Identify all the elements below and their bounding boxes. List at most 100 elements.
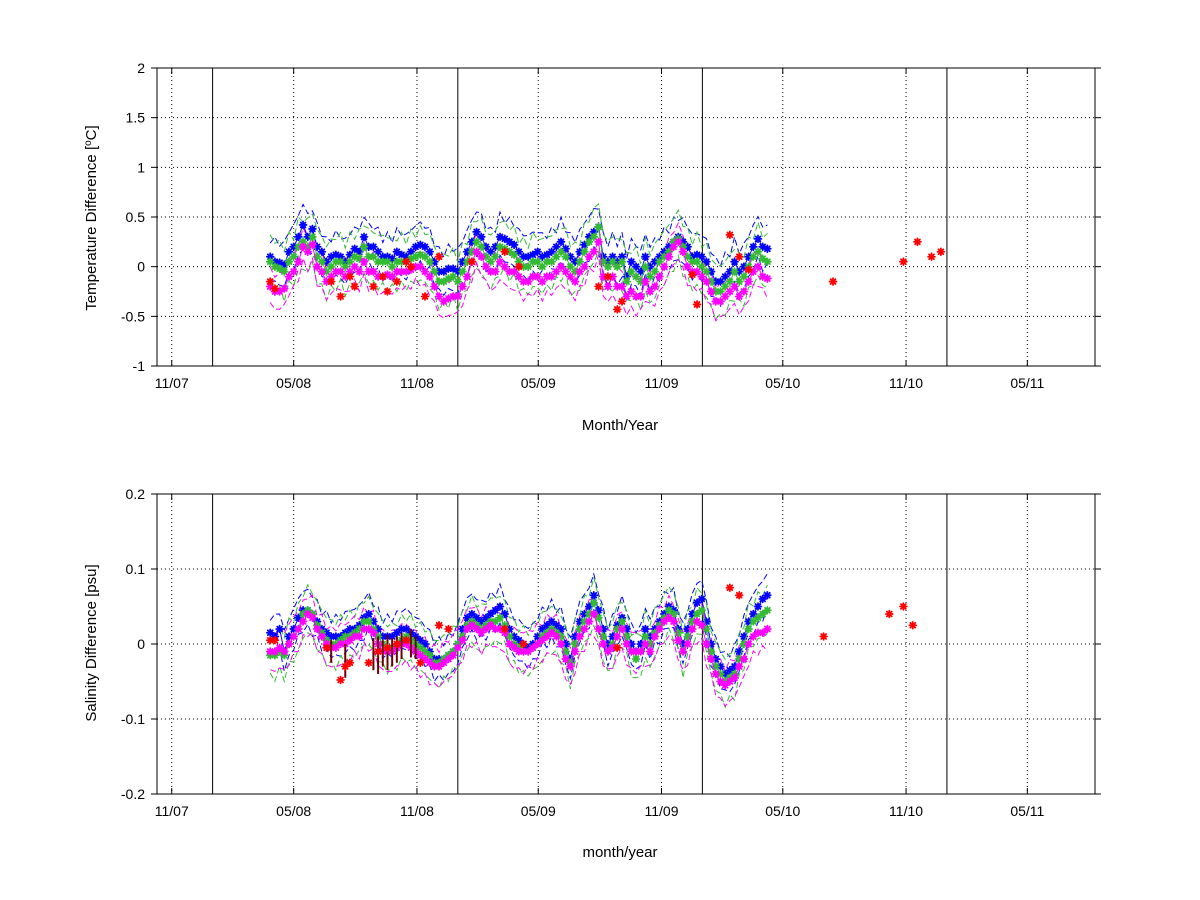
salinity-series-point — [481, 624, 491, 634]
temperature-series-point-stroke — [670, 238, 677, 246]
salinity-series-point-stroke — [309, 614, 316, 622]
salinity-series-point — [603, 647, 613, 656]
salinity-series-point — [566, 662, 575, 671]
temperature-series-point-stroke — [698, 273, 706, 280]
temperature-series-point — [641, 262, 650, 271]
temperature-series-point-stroke — [487, 248, 494, 256]
salinity-series-point-stroke — [749, 610, 757, 618]
temperature-red-point — [594, 282, 603, 291]
temperature-series-point-stroke — [707, 288, 715, 295]
salinity-series-point-stroke — [684, 633, 691, 640]
temperature-red-point — [392, 277, 402, 286]
temperature-series-point — [664, 252, 674, 262]
temperature-series-point — [584, 252, 594, 262]
temperature-series-point — [683, 242, 692, 252]
temperature-red-point-stroke — [693, 301, 701, 308]
temperature-red-point — [734, 252, 744, 262]
temperature-series-point-stroke — [660, 248, 668, 256]
temperature-series-point — [359, 257, 369, 267]
temperature-red-point — [603, 272, 613, 281]
temperature-series-point-stroke — [412, 263, 419, 270]
temperature-series-point-stroke — [567, 263, 574, 270]
temperature-series-point-stroke — [665, 248, 673, 256]
temperature-series-point-stroke — [463, 258, 471, 266]
temperature-series-point-stroke — [285, 258, 293, 266]
temperature-y-tick-label: 1.5 — [126, 110, 146, 126]
temperature-series-point — [462, 272, 472, 281]
temperature-series-point — [523, 262, 533, 271]
temperature-series-point — [627, 257, 636, 267]
temperature-series-point-stroke — [534, 248, 541, 256]
temperature-series-point-stroke — [374, 273, 382, 280]
temperature-series-point-stroke — [454, 293, 462, 300]
temperature-x-tick-label: 05/09 — [521, 375, 556, 391]
temperature-x-tick-label: 11/10 — [889, 375, 923, 391]
temperature-red-point-stroke — [515, 263, 523, 270]
temperature-series-point — [683, 262, 692, 271]
salinity-series-point-stroke — [581, 618, 588, 625]
salinity-series-point — [669, 609, 678, 619]
temperature-series-point-stroke — [538, 263, 546, 270]
temperature-series-point — [673, 237, 683, 247]
salinity-series-point-stroke — [276, 625, 283, 633]
salinity-series-point-stroke — [590, 591, 598, 599]
temperature-red-point-stroke — [402, 258, 410, 266]
salinity-series-point-stroke — [576, 633, 584, 640]
temperature-red-point — [406, 262, 416, 271]
temperature-series-point-stroke — [459, 283, 466, 290]
salinity-red-point-stroke — [393, 640, 401, 648]
salinity-series-point-stroke — [754, 629, 762, 637]
temperature-series-point-stroke — [431, 283, 438, 290]
temperature-series-point — [547, 257, 556, 267]
salinity-series-point-stroke — [557, 633, 565, 640]
temperature-x-tick-label: 11/09 — [645, 375, 679, 391]
temperature-red-point-stroke — [900, 258, 907, 266]
temperature-series-point — [697, 252, 707, 262]
temperature-series-point-stroke — [487, 258, 494, 266]
temperature-series-point — [425, 257, 434, 267]
salinity-series-point — [425, 650, 434, 660]
temperature-series-point-stroke — [735, 278, 743, 285]
temperature-series-point — [298, 220, 308, 230]
temperature-series-point-stroke — [435, 278, 443, 285]
temperature-series-point — [481, 252, 491, 262]
salinity-series-point — [495, 602, 505, 611]
temperature-series-point-stroke — [417, 241, 424, 249]
salinity-series-point-stroke — [313, 625, 321, 633]
salinity-series-point — [303, 609, 313, 619]
temperature-series-point-stroke — [360, 258, 368, 266]
temperature-panel: 11/07 05/08 11/08 05/09 11/09 05/10 11/10 05/11… — [83, 60, 1101, 434]
temperature-red-point — [336, 292, 345, 301]
salinity-red-point-stroke — [886, 610, 893, 618]
salinity-series-point — [702, 639, 711, 649]
temperature-series-point-stroke — [295, 233, 302, 241]
temperature-series-point-stroke — [360, 233, 368, 241]
temperature-series-point-stroke — [689, 258, 696, 266]
temperature-series-point — [655, 272, 664, 281]
salinity-series-point-stroke — [295, 625, 302, 633]
temperature-series-point — [739, 272, 749, 281]
temperature-series-point-stroke — [632, 263, 640, 270]
temperature-series-point-stroke — [557, 263, 565, 270]
temperature-series-point-stroke — [417, 251, 424, 259]
temperature-series-point-stroke — [492, 253, 499, 261]
temperature-series-point — [706, 287, 716, 296]
salinity-series-point-stroke — [510, 644, 518, 652]
temperature-series-point-stroke — [327, 263, 335, 270]
salinity-series-point-stroke — [454, 644, 462, 652]
salinity-series-point — [725, 677, 735, 686]
salinity-series-point — [458, 635, 467, 645]
salinity-red-point — [819, 632, 828, 641]
temperature-series-point-stroke — [276, 288, 283, 295]
salinity-series-point-stroke — [679, 648, 687, 655]
temperature-y-tick-label: 0.5 — [126, 209, 146, 225]
temperature-series-point-stroke — [543, 258, 551, 266]
temperature-series-point-stroke — [318, 268, 326, 275]
salinity-series-point-stroke — [379, 633, 387, 640]
salinity-x-tick-label: 05/08 — [276, 803, 311, 819]
temperature-series-point — [430, 282, 439, 291]
salinity-series-point — [758, 628, 767, 638]
salinity-series-point — [636, 647, 646, 656]
salinity-series-point-stroke — [642, 640, 649, 648]
